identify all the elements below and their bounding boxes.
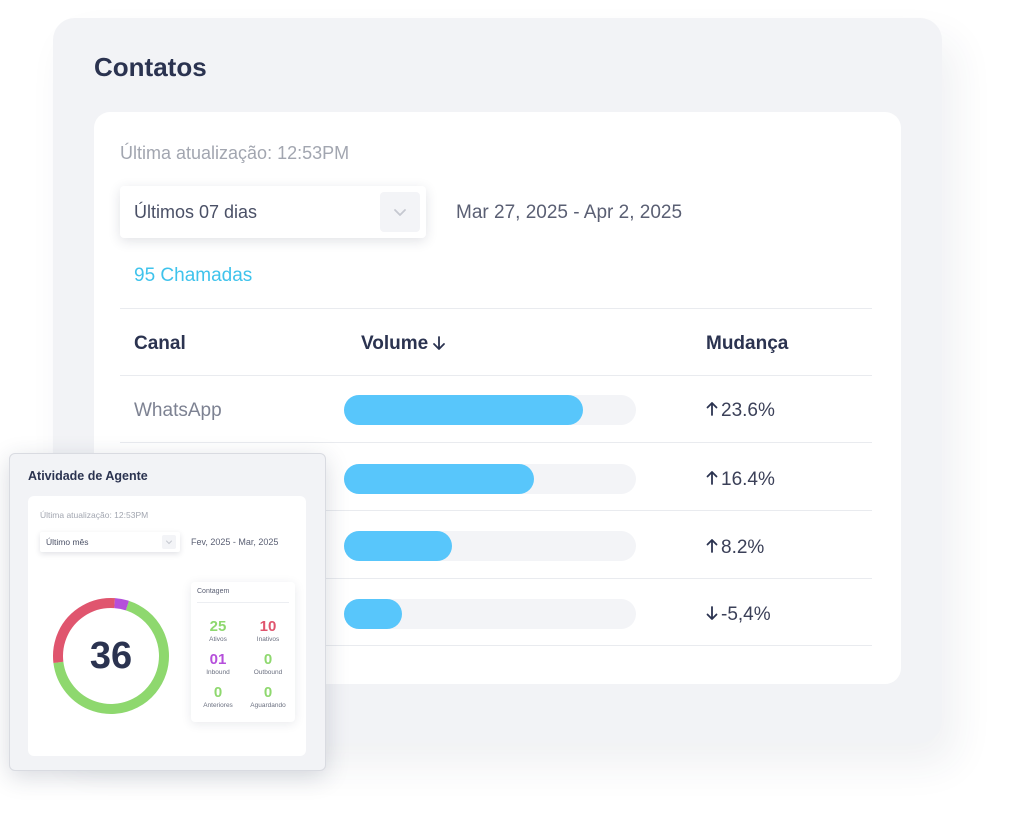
agent-donut-chart: [53, 598, 169, 714]
change-value-text: 23.6%: [721, 400, 775, 421]
agent-period-dropdown-value: Último mês: [46, 537, 89, 547]
volume-bar: [344, 464, 636, 494]
change-value-text: -5,4%: [721, 604, 771, 625]
row-channel-label: WhatsApp: [134, 400, 222, 421]
stat-inactive-label: Inativos: [256, 636, 280, 643]
agent-activity-card: Atividade de Agente Última atualização: …: [9, 453, 326, 771]
table-divider: [120, 375, 872, 376]
calls-count[interactable]: 95 Chamadas: [134, 265, 253, 286]
arrow-up-icon: [706, 471, 718, 485]
stat-waiting[interactable]: 0 Aguardando: [243, 684, 293, 710]
agent-count-card: Contagem 25 Ativos 10 Inativos 01 Inboun…: [191, 582, 295, 722]
change-value: 8.2%: [706, 537, 764, 559]
stat-previous-label: Anteriores: [203, 702, 233, 709]
stat-inactive-value: 10: [259, 618, 277, 635]
chevron-down-icon[interactable]: [162, 535, 176, 549]
agent-activity-panel: Última atualização: 12:53PM Último mês F…: [28, 496, 306, 756]
column-header-change-label: Mudança: [706, 333, 789, 354]
table-divider: [120, 510, 872, 511]
table-divider: [120, 308, 872, 309]
column-header-volume[interactable]: Volume: [361, 333, 446, 355]
agent-activity-title: Atividade de Agente: [28, 469, 148, 483]
agent-date-range-text: Fev, 2025 - Mar, 2025: [191, 537, 279, 547]
column-header-channel[interactable]: Canal: [134, 333, 186, 355]
page-title: Contatos: [94, 52, 207, 82]
stat-previous[interactable]: 0 Anteriores: [193, 684, 243, 710]
stat-outbound[interactable]: 0 Outbound: [243, 651, 293, 677]
arrow-up-icon: [706, 539, 718, 553]
stat-waiting-value: 0: [263, 684, 273, 701]
stat-outbound-label: Outbound: [253, 669, 283, 676]
volume-bar: [344, 531, 636, 561]
count-title: Contagem: [197, 588, 230, 595]
period-dropdown[interactable]: Últimos 07 dias: [120, 186, 426, 238]
column-header-volume-label: Volume: [361, 333, 429, 354]
change-value: 16.4%: [706, 469, 775, 491]
volume-bar-fill: [344, 395, 584, 425]
stat-active-value: 25: [209, 618, 227, 635]
arrow-down-icon: [706, 606, 718, 620]
volume-bar: [344, 599, 636, 629]
arrow-up-icon: [706, 402, 718, 416]
volume-bar-fill: [344, 599, 403, 629]
donut-segment-3: [53, 598, 169, 714]
table-divider: [120, 442, 872, 443]
change-value: -5,4%: [706, 604, 771, 626]
stat-inactive[interactable]: 10 Inativos: [243, 618, 293, 644]
stat-active-label: Ativos: [209, 636, 227, 643]
stat-previous-value: 0: [213, 684, 223, 701]
volume-bar-fill: [344, 464, 534, 494]
stat-outbound-value: 0: [263, 651, 273, 668]
table-divider: [120, 645, 872, 646]
count-divider: [197, 602, 289, 603]
volume-bar: [344, 395, 636, 425]
stat-waiting-label: Aguardando: [250, 702, 286, 709]
column-header-channel-label: Canal: [134, 333, 186, 354]
change-value-text: 16.4%: [721, 469, 775, 490]
donut-segment-2: [53, 598, 169, 714]
last-update-text: Última atualização: 12:53PM: [120, 143, 350, 163]
date-range-text: Mar 27, 2025 - Apr 2, 2025: [456, 202, 683, 223]
agent-last-update-text: Última atualização: 12:53PM: [40, 510, 149, 520]
period-dropdown-value: Últimos 07 dias: [134, 202, 258, 222]
volume-bar-fill: [344, 531, 453, 561]
stat-inbound-value: 01: [209, 651, 227, 668]
column-header-change[interactable]: Mudança: [706, 333, 788, 355]
stat-inbound[interactable]: 01 Inbound: [193, 651, 243, 677]
change-value-text: 8.2%: [721, 537, 765, 558]
sort-down-arrow-icon: [433, 336, 446, 350]
change-value: 23.6%: [706, 400, 775, 422]
agent-period-dropdown[interactable]: Último mês: [40, 532, 180, 552]
chevron-down-icon[interactable]: [380, 192, 420, 232]
agent-total-value: 36: [89, 635, 133, 677]
stat-inbound-label: Inbound: [206, 669, 230, 676]
stat-active[interactable]: 25 Ativos: [193, 618, 243, 644]
table-divider: [120, 578, 872, 579]
